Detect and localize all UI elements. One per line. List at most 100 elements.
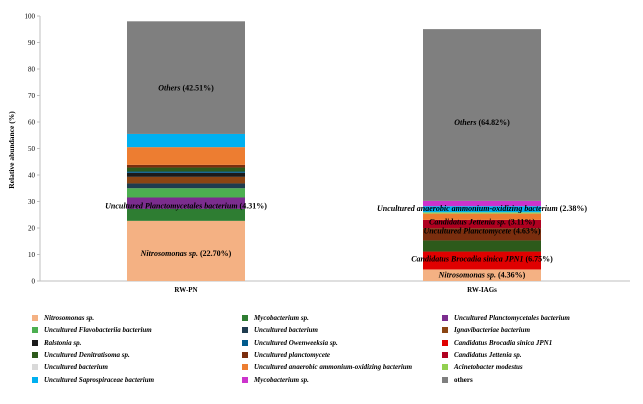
bar-segment [423, 200, 541, 207]
bar-segment [423, 213, 541, 220]
y-tick-label: 50 [28, 145, 36, 153]
legend-label: Ralstonia sp. [44, 338, 82, 347]
legend-item: Candidatus Brocadia sinica JPN1 [442, 339, 552, 347]
legend-item: Ignavibacteriae bacterium [442, 326, 530, 334]
legend-swatch [32, 376, 38, 383]
y-axis-title: Relative abundance (%) [7, 111, 16, 189]
data-annotation: Uncultured anaerobic ammonium-oxidizing … [377, 204, 587, 213]
legend-item: Uncultured Planctomycetales bacterium [442, 314, 570, 322]
legend-item: Uncultured Saprospiraceae bacterium [32, 376, 154, 384]
legend-item: others [442, 376, 473, 384]
bar-segment [423, 219, 541, 229]
legend-swatch [442, 327, 448, 334]
bar-segment [127, 197, 245, 209]
legend-label: Uncultured Flavobacteriia bacterium [44, 326, 152, 335]
bar-segment [423, 269, 541, 281]
legend-label: Uncultured anaerobic ammonium-oxidizing … [254, 363, 413, 372]
bar-segment [127, 172, 245, 177]
legend-item: Uncultured planctomycete [242, 351, 330, 359]
bar-segment [127, 171, 245, 173]
y-tick-label: 70 [28, 92, 36, 100]
legend-swatch [242, 376, 248, 383]
data-annotation: Candidatus Jettenia sp. (3.11%) [429, 217, 535, 226]
y-tick-label: 60 [28, 119, 36, 127]
stacked-bar-chart: 0 10 20 30 40 50 60 70 80 90 100 Others (42.51%) Un… [7, 13, 630, 294]
legend-swatch [242, 315, 248, 321]
bar-segment [127, 167, 245, 172]
bar-segment [127, 183, 245, 189]
data-annotation: Uncultured Planctomycetales bacterium (4… [105, 201, 267, 210]
y-tick-label: 90 [28, 39, 36, 47]
legend-label: Uncultured planctomycete [254, 350, 331, 359]
legend-label: Acinetobacter modestus [454, 363, 523, 372]
legend-swatch [442, 339, 448, 346]
y-tick-label: 10 [28, 251, 36, 259]
bar-segment [127, 133, 245, 148]
y-tick-label: 80 [28, 66, 36, 74]
legend-label: Uncultured bacterium [254, 326, 318, 335]
legend-item: Uncultured bacterium [32, 363, 108, 371]
legend-swatch [442, 376, 448, 383]
legend-item: Ralstonia sp. [32, 339, 81, 347]
legend-item: Uncultured Flavobacteriia bacterium [32, 326, 152, 334]
legend-label: Nitrosomonas sp. [44, 314, 95, 322]
bar-segment [127, 220, 245, 281]
bar-segment [423, 206, 541, 213]
category-label: RW-PN [174, 286, 197, 294]
legend-item: Uncultured Denitratisoma sp. [32, 351, 130, 359]
bar-segment [127, 208, 245, 221]
legend-item: Nitrosomonas sp. [32, 314, 94, 322]
bar-segment [423, 251, 541, 270]
legend-item: Uncultured Owenweeksia sp. [242, 339, 338, 347]
legend-label: Uncultured Planctomycetales bacterium [454, 314, 570, 322]
legend-item: Mycobacterium sp. [242, 314, 309, 322]
category-label: RW-IAGs [467, 286, 497, 294]
legend-label: Ignavibacteriae bacterium [454, 326, 531, 335]
data-annotation: Others (42.51%) [158, 84, 214, 93]
y-tick-label: 40 [28, 172, 36, 180]
data-annotation: Candidatus Brocadia sinica JPN1 (6.75%) [411, 254, 553, 263]
legend-item: Acinetobacter modestus [442, 363, 523, 371]
category-labels: RW-PN RW-IAGs [174, 286, 497, 294]
legend-swatch [32, 351, 38, 358]
data-annotation: Uncultured Planctomycete (4.63%) [423, 227, 540, 236]
bar-segment [423, 228, 541, 241]
bar-segment [127, 188, 245, 198]
legend-label: Candidatus Brocadia sinica JPN1 [454, 338, 553, 347]
annotations: Others (42.51%) Uncultured Planctomycetal… [105, 84, 587, 280]
legend-label: Uncultured Denitratisoma sp. [44, 350, 130, 359]
bar-segment [423, 212, 541, 214]
legend-swatch [242, 339, 248, 346]
data-annotation: Nitrosomonas sp. (22.70%) [140, 249, 232, 258]
bar-segment [127, 21, 245, 134]
legend-swatch [242, 364, 248, 371]
legend-label: Uncultured Owenweeksia sp. [254, 338, 338, 347]
legend-label: Candidatus Jettenia sp. [454, 350, 522, 359]
bars [127, 21, 541, 281]
bar-segment [127, 164, 245, 168]
legend-swatch [242, 327, 248, 334]
y-tick-label: 0 [32, 278, 36, 286]
legend-swatch [32, 339, 38, 346]
legend-label: Mycobacterium sp. [254, 375, 309, 384]
data-annotation: Nitrosomonas sp. (4.36%) [438, 270, 526, 279]
data-annotation: Others (64.82%) [454, 118, 510, 127]
legend-swatch [442, 351, 448, 358]
y-tick-label: 30 [28, 198, 36, 206]
legend-swatch [32, 327, 38, 334]
legend-label: Uncultured bacterium [44, 363, 108, 372]
legend-label: Uncultured Saprospiraceae bacterium [44, 375, 155, 384]
legend-label: others [454, 375, 473, 384]
legend-item: Uncultured anaerobic ammonium-oxidizing … [242, 363, 412, 371]
legend-item: Uncultured bacterium [242, 326, 318, 334]
legend-label: Mycobacterium sp. [254, 314, 309, 322]
legend-swatch [242, 351, 248, 358]
legend-swatch [442, 315, 448, 321]
legend-item: Candidatus Jettenia sp. [442, 351, 521, 359]
legend-swatch [32, 364, 38, 371]
bar-segment [423, 240, 541, 252]
bar-segment [423, 29, 541, 201]
y-tick-label: 100 [25, 13, 36, 21]
bar-segment [127, 147, 245, 165]
y-tick-label: 20 [28, 225, 36, 233]
